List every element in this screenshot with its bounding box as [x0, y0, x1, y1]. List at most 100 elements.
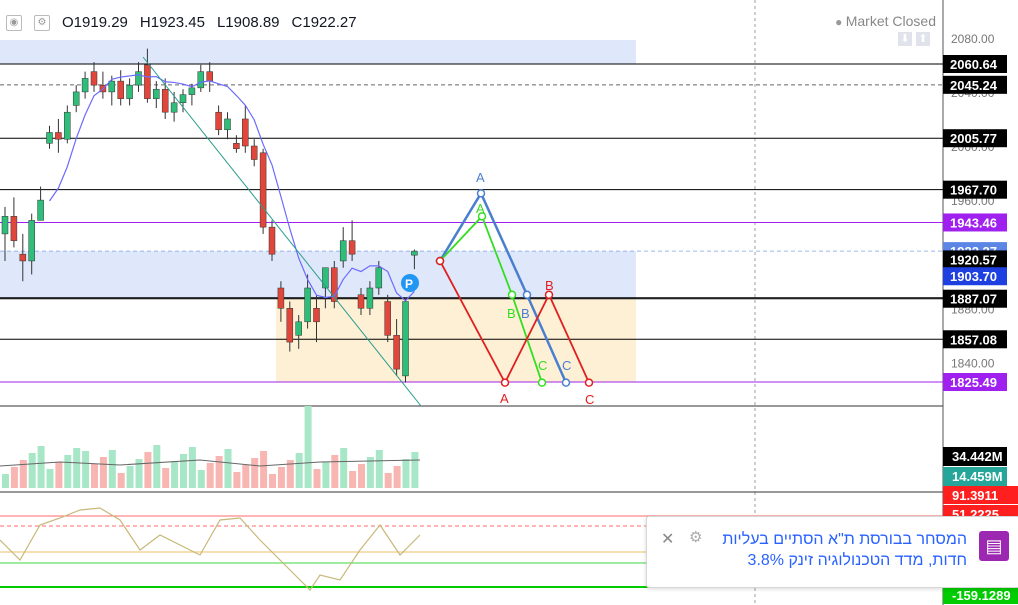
candle — [313, 308, 320, 323]
price-tag — [943, 180, 1007, 199]
candle — [197, 71, 205, 89]
trend-line — [142, 56, 422, 407]
gear-icon[interactable]: ⚙ — [689, 529, 703, 546]
close-icon[interactable]: ✕ — [661, 531, 675, 548]
volume-bar — [19, 460, 27, 488]
candle — [161, 88, 169, 113]
volume-bar — [28, 453, 36, 488]
candle — [259, 152, 267, 228]
volume-bar — [375, 450, 383, 488]
moving-average-line — [49, 74, 415, 302]
toast-line-2: חדות, מדד הטכנולוגיה זינק 3.8% — [747, 552, 967, 569]
price-tag — [943, 129, 1007, 148]
price-tag — [943, 373, 1007, 391]
candle — [72, 91, 80, 106]
pattern-green-label-a: A — [476, 201, 485, 216]
volume-bar — [2, 474, 9, 488]
price-tag-label: 2045.24 — [950, 78, 998, 93]
candle — [242, 118, 249, 147]
pattern-blue-point — [561, 378, 571, 387]
candle — [126, 84, 133, 99]
pattern-blue-point — [476, 189, 486, 198]
pattern-green-point — [507, 290, 517, 300]
candle — [295, 321, 302, 336]
candle — [268, 226, 276, 255]
zone-mid — [0, 251, 636, 299]
price-tick-label: 2080.00 — [951, 32, 995, 46]
volume-bar — [233, 472, 241, 488]
settings-icon[interactable]: ⚙ — [34, 14, 50, 31]
volume-average-line — [0, 459, 421, 467]
candle — [286, 308, 294, 343]
price-tag — [943, 289, 1007, 308]
volume-tag-label: 14.459M — [952, 469, 1003, 484]
volume-bar — [46, 469, 54, 488]
candle — [46, 132, 53, 144]
candle — [55, 132, 62, 140]
price-tag-label: 1857.08 — [950, 332, 997, 347]
candle — [10, 216, 18, 241]
candle — [117, 80, 124, 99]
volume-bar — [313, 469, 321, 488]
candle — [19, 253, 27, 262]
volume-bar — [295, 453, 303, 488]
volume-bar — [393, 466, 401, 488]
pattern-green-point — [537, 378, 547, 387]
volume-bar — [215, 456, 223, 488]
volume-bar — [322, 462, 330, 488]
candle — [64, 111, 71, 140]
candle — [339, 240, 347, 262]
volume-bar — [402, 459, 410, 488]
volume-bar — [99, 457, 107, 488]
pattern-blue-label-b: B — [521, 306, 530, 321]
volume-bar — [108, 450, 116, 488]
news-toast[interactable]: ✕ ⚙ המסחר בבורסת ת"א הסתיים בעליות חדות,… — [646, 516, 1018, 588]
volume-bar — [286, 460, 294, 488]
close-value: C1922.27 — [291, 14, 357, 31]
price-tag-label: 1887.07 — [950, 292, 997, 307]
candle — [170, 102, 178, 113]
candle — [250, 145, 258, 160]
price-tag-label: 2005.77 — [950, 131, 997, 146]
toast-text[interactable]: המסחר בבורסת ת"א הסתיים בעליות חדות, מדד… — [687, 529, 967, 571]
candle — [188, 87, 196, 95]
up-arrow-icon[interactable]: ⬆ — [916, 32, 930, 46]
candle — [144, 64, 151, 99]
low-value: L1908.89 — [216, 14, 280, 31]
candle — [402, 301, 409, 377]
down-arrow-icon[interactable]: ⬇ — [898, 32, 912, 46]
pattern-blue-label-a: A — [476, 170, 485, 185]
candle — [37, 199, 44, 221]
visibility-icon[interactable]: ◉ — [6, 14, 22, 31]
candle — [215, 111, 222, 131]
volume-bar — [171, 461, 179, 488]
pattern-red-label-b: B — [545, 278, 554, 293]
price-tag — [943, 55, 1007, 73]
volume-bar — [260, 451, 268, 488]
osc-tag — [943, 486, 1018, 504]
volume-tag-label: 34.442M — [952, 449, 1003, 464]
volume-bar — [135, 459, 143, 488]
volume-bar — [251, 458, 259, 488]
price-tag-label: 1920.57 — [950, 252, 997, 267]
volume-bar — [64, 455, 72, 488]
high-value: H1923.45 — [139, 14, 205, 31]
candle — [357, 294, 365, 309]
candle — [153, 88, 160, 99]
price-tick-label: 1840.00 — [951, 356, 995, 370]
price-tag-label: 1825.49 — [950, 375, 997, 390]
zone-top — [0, 40, 636, 64]
candle — [411, 250, 418, 256]
pattern-red-label-a: A — [500, 391, 509, 406]
candle — [206, 71, 213, 82]
volume-bar — [180, 454, 187, 488]
price-tag — [943, 250, 1007, 269]
osc-tag-label: 91.3911 — [952, 488, 998, 503]
volume-bar — [197, 470, 205, 488]
price-tag-label: 1903.70 — [950, 269, 997, 284]
volume-bar — [224, 449, 232, 488]
candle — [90, 71, 98, 86]
volume-bar — [384, 473, 392, 488]
zone-bottom — [276, 298, 636, 382]
